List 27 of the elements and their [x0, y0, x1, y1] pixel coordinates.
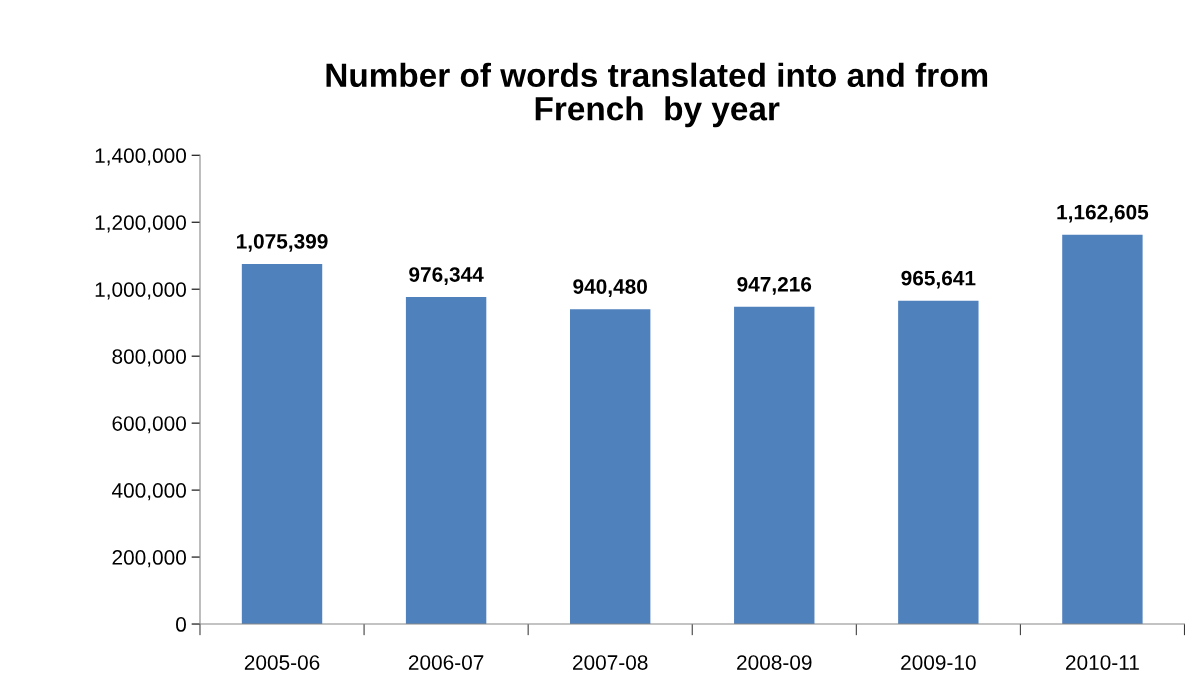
y-tick-label: 0: [176, 617, 186, 632]
bar: [734, 306, 815, 625]
data-label: 1,162,605: [1057, 204, 1149, 223]
x-tick-label: 2007-08: [573, 655, 648, 670]
data-label: 965,641: [901, 270, 976, 289]
x-tick-label: 2008-09: [737, 655, 812, 670]
bar: [569, 309, 651, 625]
data-label: 976,344: [409, 267, 484, 285]
data-label: 940,480: [573, 279, 647, 297]
x-tick-label: 2006-07: [408, 655, 484, 670]
x-tick-label: 2010-11: [1066, 655, 1139, 670]
chart-title: Number of words translated into and from French by year: [326, 62, 988, 128]
y-tick-label: 200,000: [112, 550, 186, 568]
bar: [898, 300, 979, 625]
y-tick-label: 1,400,000: [95, 148, 186, 166]
y-tick-label: 1,200,000: [95, 215, 186, 233]
y-tick-label: 600,000: [112, 416, 186, 434]
y-tick-label: 800,000: [112, 349, 186, 367]
y-tick-label: 1,000,000: [95, 282, 186, 300]
y-tick-label: 400,000: [111, 483, 186, 501]
data-label: 1,075,399: [237, 233, 328, 252]
x-tick-label: 2009-10: [901, 655, 976, 670]
bar: [241, 263, 323, 625]
bar: [405, 297, 487, 625]
data-label: 947,216: [737, 276, 812, 295]
bar: [1062, 234, 1143, 625]
x-tick-label: 2005-06: [244, 655, 320, 670]
